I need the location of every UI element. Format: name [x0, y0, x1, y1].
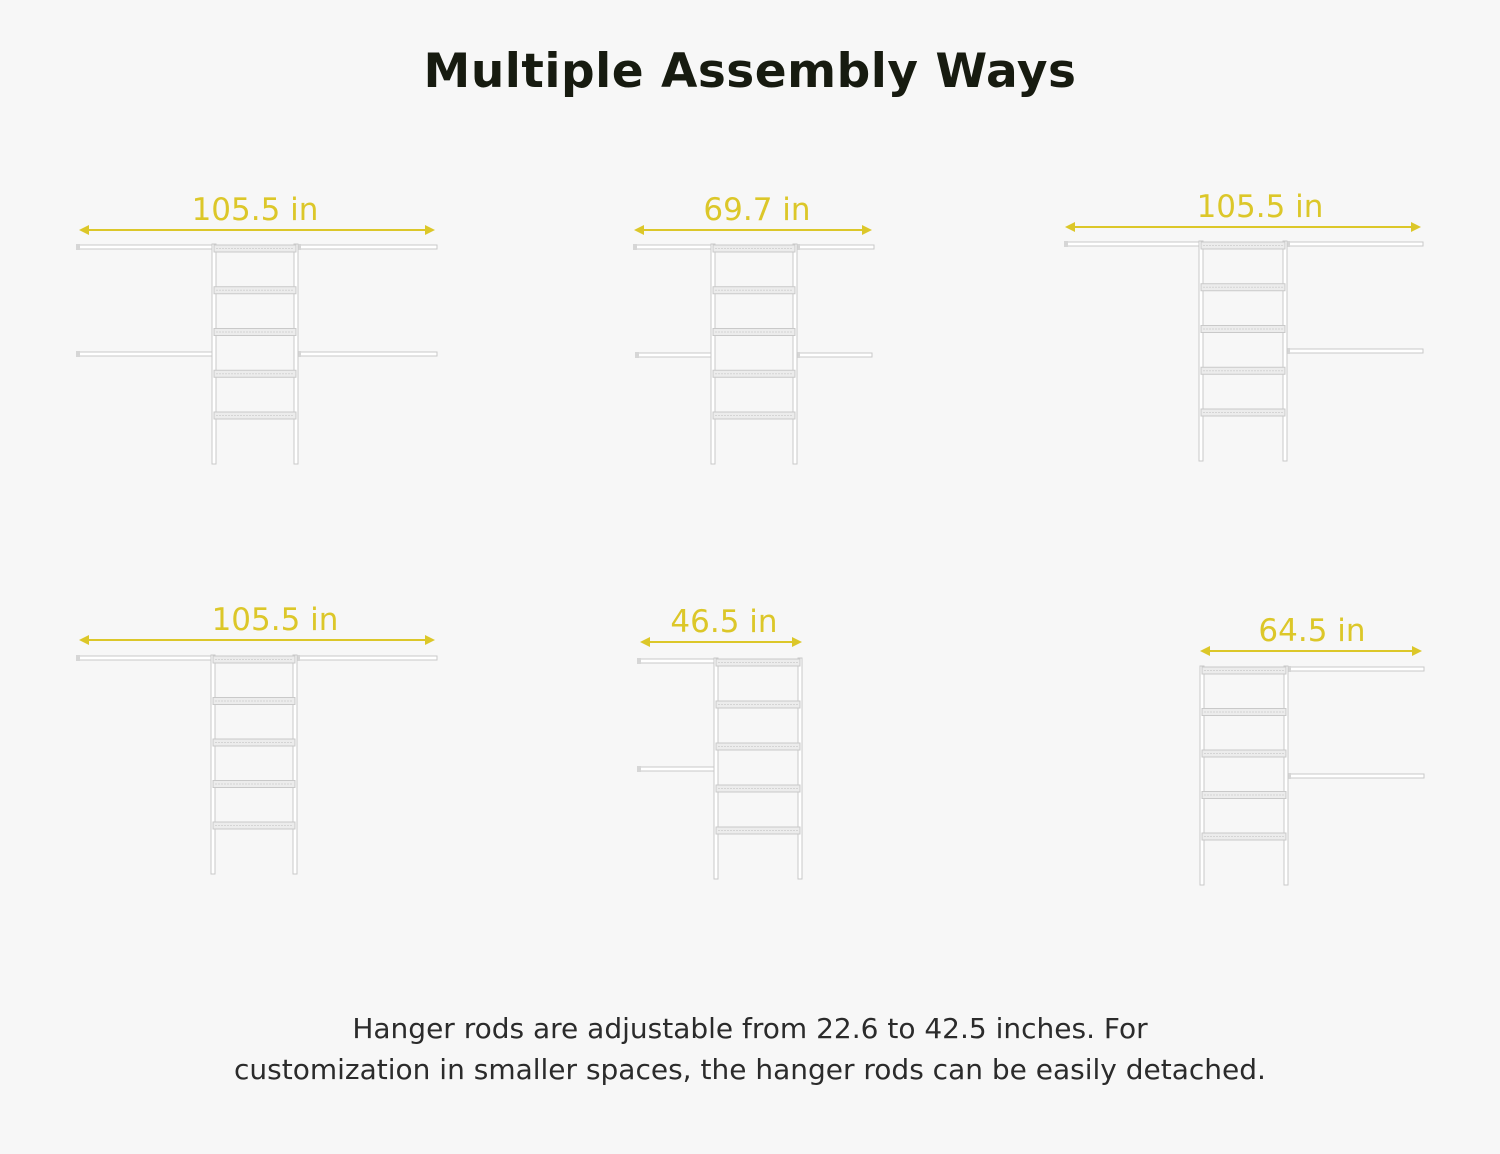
lower-rod-right: [1286, 348, 1424, 354]
post-left: [1198, 240, 1204, 462]
assembly-config-3: 105.5 in: [1063, 189, 1493, 489]
upper-rod-right: [796, 244, 875, 250]
dimension-arrowhead-right: [1412, 646, 1422, 656]
assembly-config-6: 64.5 in: [1196, 613, 1500, 913]
upper-rod-left-end: [76, 244, 80, 250]
post-left: [710, 243, 716, 465]
dimension-arrowhead-right: [425, 225, 435, 235]
post-left: [211, 243, 217, 465]
upper-rod-right: [297, 244, 438, 250]
width-label: 69.7 in: [703, 192, 811, 228]
upper-rod-left-end: [1064, 241, 1068, 247]
post-left: [1199, 665, 1205, 886]
assembly-diagram: [1064, 222, 1424, 462]
post-right: [797, 657, 803, 880]
post-right: [292, 654, 298, 875]
post-right: [293, 243, 299, 465]
lower-rod-left-end: [637, 766, 641, 772]
dimension-arrowhead-left: [79, 225, 89, 235]
caption-line-2: customization in smaller spaces, the han…: [234, 1053, 1266, 1086]
post-right: [1283, 665, 1289, 886]
upper-rod-left-end: [633, 244, 637, 250]
upper-rod-left: [76, 655, 212, 661]
dimension-arrowhead-right: [425, 635, 435, 645]
assembly-diagram: [633, 225, 875, 465]
dimension-arrowhead-left: [1200, 646, 1210, 656]
upper-rod-right-end: [297, 244, 301, 250]
lower-rod-left-end: [76, 351, 80, 357]
dimension-arrowhead-right: [1411, 222, 1421, 232]
caption-line-1: Hanger rods are adjustable from 22.6 to …: [352, 1012, 1148, 1045]
assembly-config-1: 105.5 in: [75, 192, 505, 492]
post-right: [1282, 240, 1288, 462]
lower-rod-right-end: [1286, 348, 1290, 354]
upper-rod-left: [76, 244, 213, 250]
upper-rod-left-end: [637, 658, 641, 664]
upper-rod-right: [1286, 241, 1424, 247]
lower-rod-left-end: [635, 352, 639, 358]
lower-rod-right-end: [297, 351, 301, 357]
upper-rod-left: [633, 244, 712, 250]
assembly-diagram: [76, 225, 438, 465]
page-title: Multiple Assembly Ways: [423, 44, 1077, 99]
dimension-arrowhead-right: [862, 225, 872, 235]
lower-rod-left: [637, 766, 715, 772]
upper-rod-left: [1064, 241, 1200, 247]
lower-rod-right-end: [1287, 773, 1291, 779]
upper-rod-right-end: [296, 655, 300, 661]
width-label: 64.5 in: [1258, 613, 1366, 649]
caption: Hanger rods are adjustable from 22.6 to …: [0, 1008, 1500, 1090]
width-label: 46.5 in: [670, 604, 778, 640]
dimension-arrowhead-left: [640, 637, 650, 647]
upper-rod-right: [296, 655, 438, 661]
width-label: 105.5 in: [191, 192, 319, 228]
lower-rod-right-end: [796, 352, 800, 358]
post-left: [713, 657, 719, 880]
dimension-arrowhead-left: [1065, 222, 1075, 232]
assembly-diagram: [1199, 646, 1425, 886]
upper-rod-right-end: [1287, 666, 1291, 672]
assembly-config-2: 69.7 in: [632, 192, 1062, 492]
upper-rod-right: [1287, 666, 1425, 672]
dimension-arrowhead-right: [792, 637, 802, 647]
dimension-arrowhead-left: [79, 635, 89, 645]
assembly-diagram: [76, 635, 438, 875]
dimension-arrowhead-left: [634, 225, 644, 235]
width-label: 105.5 in: [211, 602, 339, 638]
upper-rod-left-end: [76, 655, 80, 661]
lower-rod-left: [635, 352, 712, 358]
assembly-diagram: [637, 637, 803, 880]
post-right: [792, 243, 798, 465]
upper-rod-right-end: [1286, 241, 1290, 247]
lower-rod-right: [1287, 773, 1425, 779]
upper-rod-left: [637, 658, 715, 664]
assembly-config-5: 46.5 in: [636, 604, 1066, 904]
post-left: [210, 654, 216, 875]
lower-rod-right: [297, 351, 438, 357]
lower-rod-left: [76, 351, 213, 357]
lower-rod-right: [796, 352, 873, 358]
assembly-config-4: 105.5 in: [75, 602, 505, 902]
width-label: 105.5 in: [1196, 189, 1324, 225]
upper-rod-right-end: [796, 244, 800, 250]
